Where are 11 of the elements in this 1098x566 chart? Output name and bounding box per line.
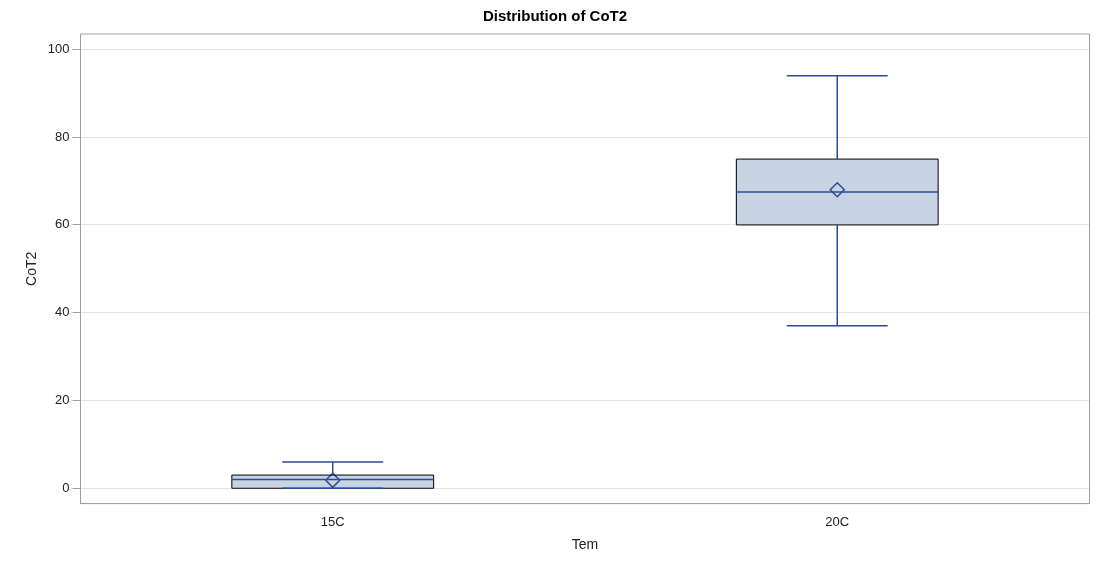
y-tick-label: 40 <box>55 304 70 320</box>
y-tick-label: 60 <box>55 216 70 232</box>
x-tick-label: 20C <box>825 513 850 529</box>
y-tick-label: 100 <box>47 40 70 56</box>
x-axis-title: Tem <box>571 536 599 553</box>
x-tick-label: 15C <box>320 513 345 529</box>
y-tick-label: 80 <box>55 128 70 144</box>
y-tick-label: 0 <box>62 479 70 495</box>
y-tick-label: 20 <box>55 392 70 408</box>
y-axis-title: CoT2 <box>23 251 40 286</box>
chart-title: Distribution of CoT2 <box>482 7 628 25</box>
